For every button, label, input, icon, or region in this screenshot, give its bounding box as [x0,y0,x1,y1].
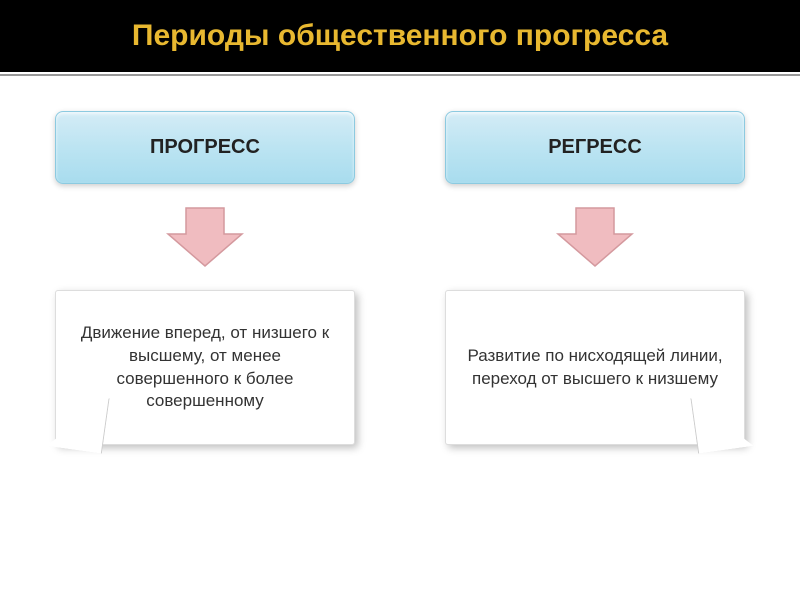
desc-regress: Развитие по нисходящей линии, переход от… [445,290,745,445]
arrow-down-icon [556,206,634,268]
column-regress: РЕГРЕСС Развитие по нисходящей линии, пе… [445,111,745,445]
label-progress: ПРОГРЕСС [55,111,355,184]
arrow-down-icon [166,206,244,268]
header: Периоды общественного прогресса [0,0,800,72]
desc-regress-text: Развитие по нисходящей линии, переход от… [466,345,724,391]
desc-progress: Движение вперед, от низшего к высшему, о… [55,290,355,445]
page-title: Периоды общественного прогресса [0,18,800,54]
columns-container: ПРОГРЕСС Движение вперед, от низшего к в… [0,76,800,445]
column-progress: ПРОГРЕСС Движение вперед, от низшего к в… [55,111,355,445]
desc-progress-text: Движение вперед, от низшего к высшему, о… [76,322,334,414]
label-regress: РЕГРЕСС [445,111,745,184]
